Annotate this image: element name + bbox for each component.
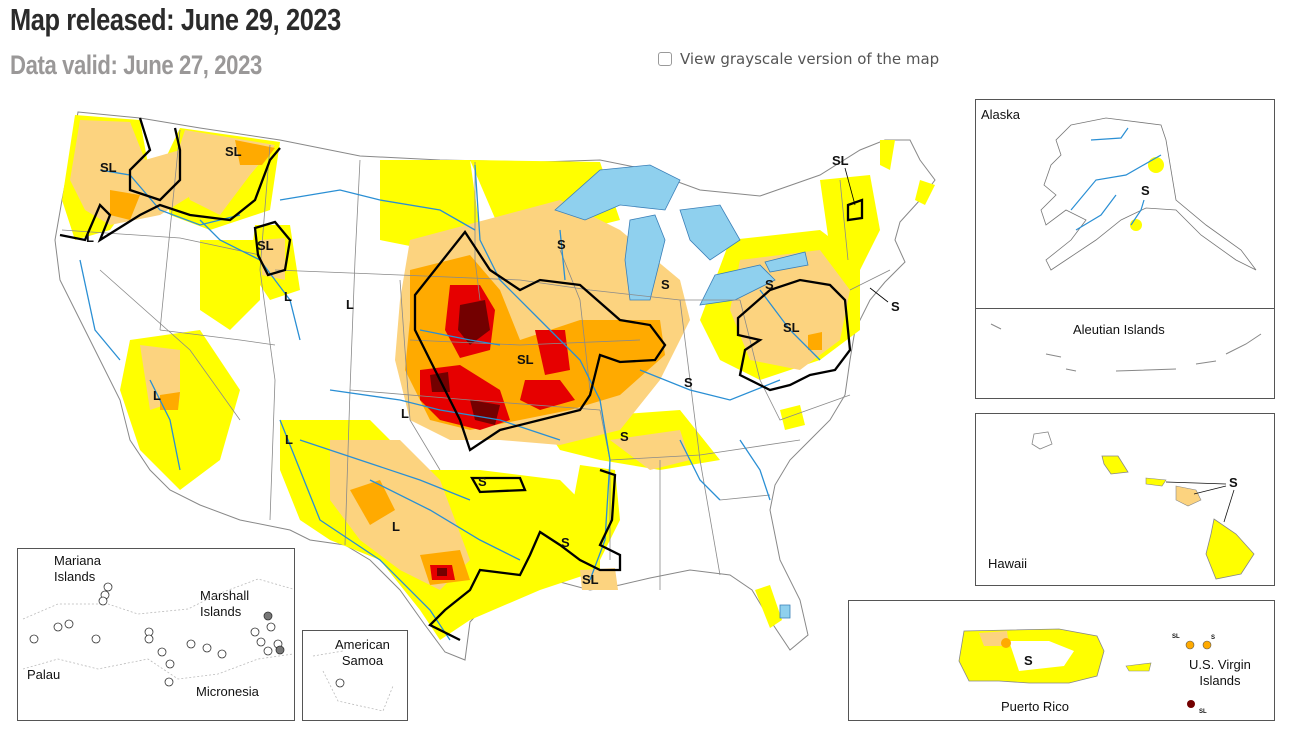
alaska-map: S	[1040, 117, 1257, 271]
puerto-rico-map: S SL S SL	[958, 628, 1215, 715]
impact-label: S	[620, 429, 629, 444]
alaska-inset: Alaska S	[975, 99, 1275, 309]
leader-lines	[844, 167, 889, 303]
impact-label: S	[557, 237, 566, 252]
usvi-impact-label-stt: SL	[1172, 634, 1180, 640]
hawaii-inset: Hawaii S	[975, 413, 1275, 586]
hawaii-impact-label: S	[1229, 475, 1238, 490]
aleutian-inset: Aleutian Islands	[975, 308, 1275, 399]
impact-label: L	[392, 519, 400, 534]
virgin-islands-title: U.S. Virgin Islands	[1189, 657, 1251, 688]
usvi-impact-label-stx: SL	[1199, 709, 1207, 715]
map-released-title: Map released: June 29, 2023	[10, 2, 341, 37]
puerto-rico-impact-label: S	[1024, 653, 1033, 668]
great-lakes	[554, 164, 809, 619]
marshall-label: Marshall Islands	[200, 588, 249, 619]
grayscale-checkbox-label: View grayscale version of the map	[680, 50, 940, 68]
impact-label: L	[284, 289, 292, 304]
impact-label: L	[153, 388, 161, 403]
impact-label: SL	[582, 572, 599, 587]
samoa-line1: American	[335, 637, 390, 652]
impact-label: S	[478, 474, 487, 489]
grayscale-toggle[interactable]: View grayscale version of the map	[658, 50, 939, 68]
micronesia-label: Micronesia	[196, 684, 259, 699]
samoa-label: American Samoa	[335, 637, 390, 668]
hawaii-title: Hawaii	[988, 556, 1028, 571]
aleutian-title: Aleutian Islands	[1073, 322, 1165, 337]
impact-label: S	[561, 535, 570, 550]
alaska-impact-label: S	[1141, 183, 1150, 198]
impact-label: L	[86, 230, 94, 245]
impact-boundaries	[59, 117, 864, 642]
impact-label: SL	[100, 160, 117, 175]
impact-label: S	[684, 375, 693, 390]
mariana-line2: Islands	[54, 568, 96, 584]
impact-label: SL	[257, 238, 274, 253]
impact-label: L	[401, 406, 409, 421]
impact-label: SL	[783, 320, 800, 335]
aleutian-map	[990, 323, 1262, 372]
samoa-line2: Samoa	[341, 652, 384, 668]
grayscale-checkbox[interactable]	[658, 52, 672, 66]
impact-label: L	[285, 432, 293, 447]
marshall-line2: Islands	[200, 603, 242, 619]
puerto-rico-inset: Puerto Rico U.S. Virgin Islands S SL S S…	[848, 600, 1275, 721]
impact-label: S	[765, 277, 774, 292]
impact-label: SL	[517, 352, 534, 367]
palau-label: Palau	[27, 667, 61, 682]
conus-drought-map: SL SL L SL L L S S SL S SL S SL S L L L …	[54, 111, 936, 661]
pacific-map	[22, 578, 294, 687]
american-samoa-inset: American Samoa	[302, 630, 408, 721]
puerto-rico-title: Puerto Rico	[1001, 699, 1069, 714]
mariana-label: Mariana Islands	[54, 553, 101, 584]
state-borders	[61, 129, 891, 590]
virgin-islands-line1: U.S. Virgin	[1189, 657, 1251, 672]
alaska-title: Alaska	[981, 107, 1021, 122]
impact-label: SL	[832, 153, 849, 168]
hawaii-map: S	[1031, 431, 1255, 580]
marshall-line1: Marshall	[200, 588, 250, 603]
impact-label: S	[891, 299, 900, 314]
virgin-islands-line2: Islands	[1199, 672, 1241, 688]
rivers	[79, 164, 821, 641]
pacific-islands-inset: Mariana Islands Marshall Islands Palau M…	[17, 548, 295, 721]
impact-label: SL	[225, 144, 242, 159]
data-valid-subtitle: Data valid: June 27, 2023	[10, 50, 262, 80]
mariana-line1: Mariana	[54, 553, 101, 568]
impact-labels: SL SL L SL L L S S SL S SL S SL S L L L …	[86, 144, 900, 587]
usvi-impact-label-stj: S	[1211, 635, 1215, 641]
impact-label: S	[661, 277, 670, 292]
impact-label: L	[346, 297, 354, 312]
samoa-map	[312, 650, 394, 712]
